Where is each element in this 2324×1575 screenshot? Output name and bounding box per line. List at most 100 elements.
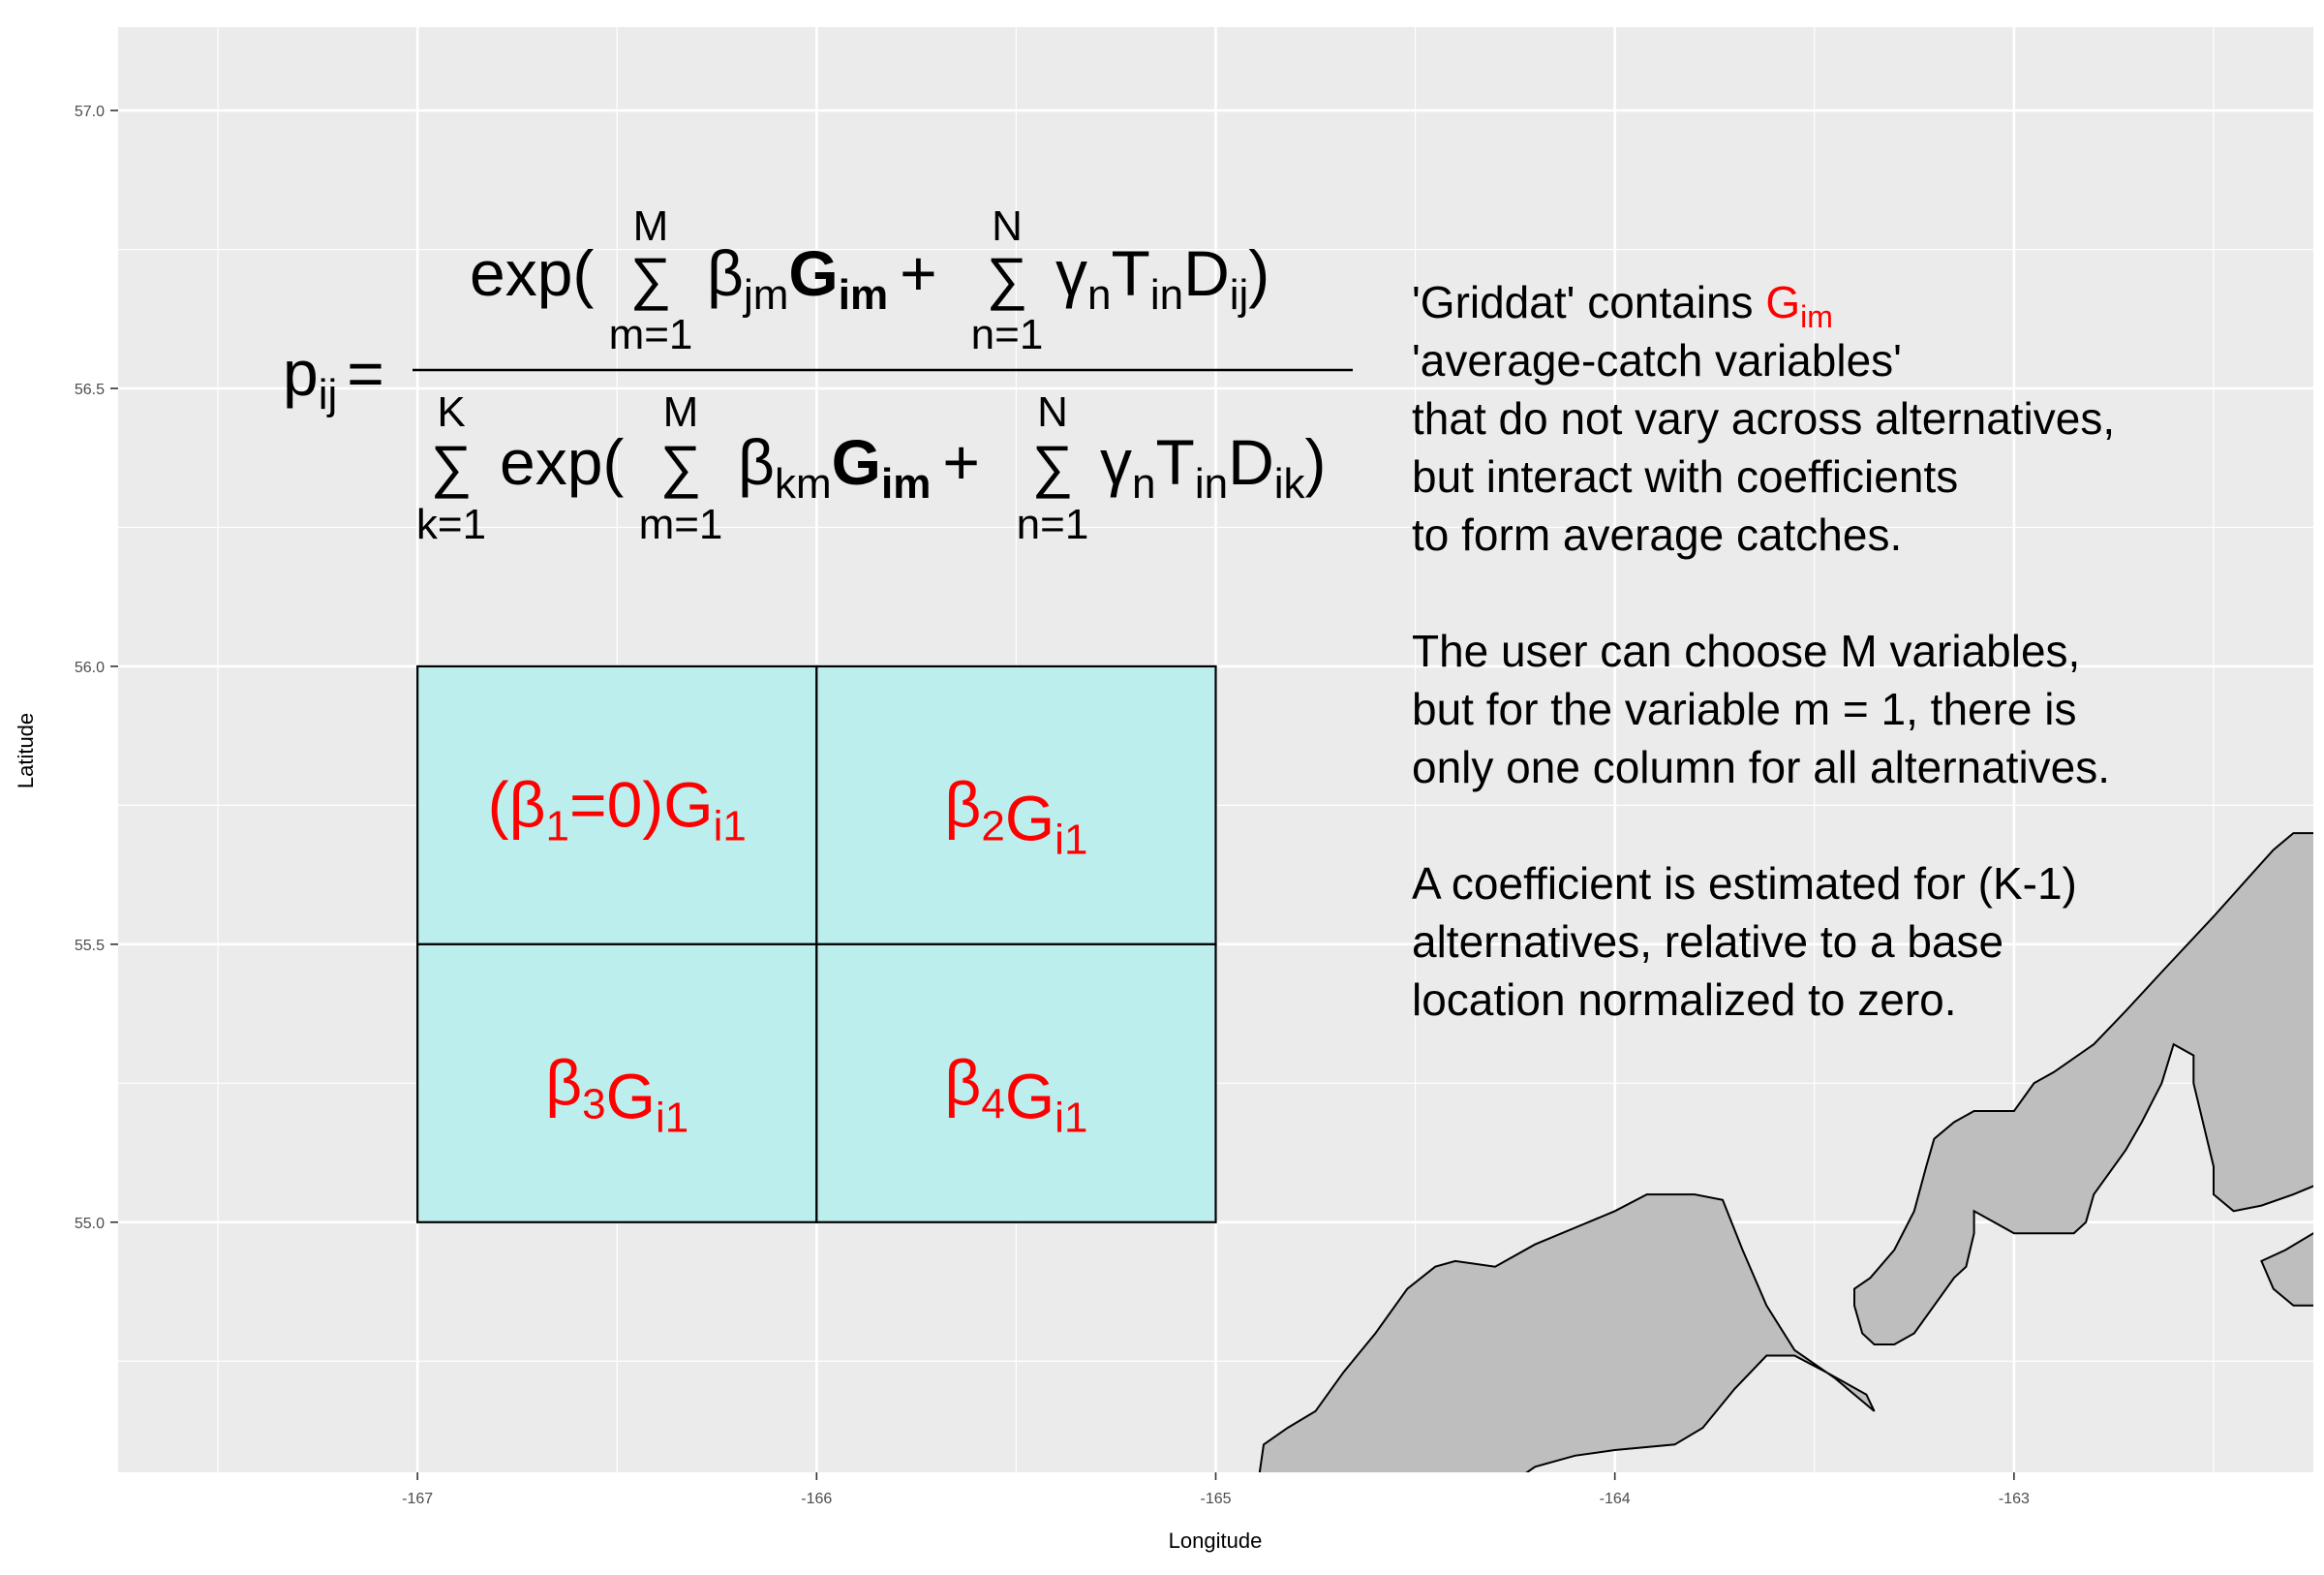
grid-cell-label-part: i1 — [714, 802, 747, 849]
num-G: G — [788, 237, 838, 309]
grid-cell-label-part: 2 — [981, 802, 1004, 849]
den-gamma-sub: n — [1132, 460, 1155, 508]
grid-cell-label-part: G — [606, 1060, 656, 1131]
note-line-9: A coefficient is estimated for (K-1) — [1412, 858, 2077, 909]
den-sumk-upper: K — [437, 388, 465, 436]
x-axis-title: Longitude — [1169, 1529, 1263, 1553]
den-sumn-upper: N — [1037, 388, 1068, 436]
num-sum1-sigma: ∑ — [630, 246, 672, 311]
probability-equation: pij = exp( M ∑ m=1 βjmGim + N ∑ n=1 γnTinD… — [283, 202, 1353, 548]
num-beta: β — [707, 237, 744, 309]
grid-cell — [815, 942, 1217, 1223]
den-close: ) — [1305, 426, 1327, 498]
grid-cell — [416, 942, 818, 1223]
num-sum2-upper: N — [992, 202, 1023, 250]
x-tick-label: -167 — [402, 1491, 433, 1507]
land-polygon — [1258, 1193, 1876, 1472]
svg-text:γnTinDij): γnTinDij) — [1055, 237, 1269, 319]
den-sumk-sigma: ∑ — [431, 434, 473, 499]
svg-text:pij=: pij = — [283, 337, 384, 418]
num-plus: + — [900, 237, 937, 309]
svg-text:βjmGim+: βjmGim + — [707, 237, 937, 319]
grid-cell-label-part: i1 — [1055, 816, 1087, 863]
den-sumk-lower: k=1 — [416, 501, 486, 548]
den-exp: exp( — [500, 426, 624, 498]
eq-lhs-p: p — [283, 337, 319, 409]
den-T: T — [1155, 426, 1194, 498]
num-G-sub: im — [839, 271, 888, 319]
svg-text:'Griddat' contains Gim: 'Griddat' contains Gim — [1412, 277, 1833, 334]
note-line-8: only one column for all alternatives. — [1412, 742, 2110, 792]
y-tick-label: 55.0 — [75, 1216, 105, 1232]
grid-cell-label-part: β — [944, 768, 981, 840]
grid-cell-label-part: G — [1005, 782, 1055, 853]
den-summ-sigma: ∑ — [660, 434, 702, 499]
den-beta: β — [738, 426, 775, 498]
annotation-text: 'Griddat' contains Gim 'average-catch va… — [1412, 277, 2115, 1025]
note-line1-sub: im — [1800, 299, 1833, 334]
den-D-sub: ik — [1274, 460, 1306, 508]
note-line-2: 'average-catch variables' — [1412, 335, 1902, 386]
grid-cell-label-part: β — [545, 1046, 582, 1118]
note-line-4: but interact with coefficients — [1412, 451, 1958, 502]
note-line1-prefix: 'Griddat' contains — [1412, 277, 1765, 327]
grid-cell-label-part: i1 — [1055, 1094, 1087, 1141]
note-line-3: that do not vary across alternatives, — [1412, 393, 2115, 444]
note-line-6: The user can choose M variables, — [1412, 626, 2080, 676]
num-D-sub: ij — [1230, 271, 1249, 319]
grid-cell — [416, 664, 818, 945]
grid-cell-label: β2Gi1 — [944, 768, 1087, 863]
den-beta-sub: km — [775, 460, 832, 508]
num-gamma: γ — [1055, 237, 1087, 309]
x-tick-label: -166 — [801, 1491, 832, 1507]
note-line-7: but for the variable m = 1, there is — [1412, 684, 2077, 734]
svg-text:βkmGim+: βkmGim + — [738, 426, 980, 508]
grid-cell-label: (β1=0)Gi1 — [488, 768, 747, 849]
land-polygon — [2260, 1232, 2313, 1307]
num-T-sub: in — [1150, 271, 1183, 319]
num-exp: exp( — [470, 237, 594, 309]
land-polygon — [1853, 832, 2313, 1345]
x-axis-ticks: -167 -166 -165 -164 -163 — [402, 1472, 2030, 1507]
note-line-10: alternatives, relative to a base — [1412, 916, 2003, 967]
num-close: ) — [1248, 237, 1269, 309]
num-sum2-sigma: ∑ — [987, 246, 1028, 311]
note-line-11: location normalized to zero. — [1412, 974, 1957, 1025]
grid-cell-label-part: G — [1005, 1060, 1055, 1131]
grid-cell-label-part: 1 — [546, 802, 569, 849]
den-plus: + — [942, 426, 980, 498]
y-tick-label: 55.5 — [75, 938, 105, 954]
den-G-sub: im — [881, 460, 931, 508]
x-tick-label: -164 — [1600, 1491, 1631, 1507]
den-gamma: γ — [1100, 426, 1132, 498]
y-axis-title: Latitude — [14, 713, 38, 788]
grid-cell-label-part: 3 — [582, 1080, 605, 1127]
den-summ-lower: m=1 — [639, 501, 723, 548]
svg-text:γnTinDik): γnTinDik) — [1100, 426, 1327, 508]
y-tick-label: 57.0 — [75, 104, 105, 120]
num-beta-sub: jm — [742, 271, 788, 319]
y-axis-ticks: 55.0 55.5 56.0 56.5 57.0 — [75, 104, 118, 1232]
grid-cell-label-part: G — [663, 768, 713, 840]
num-gamma-sub: n — [1087, 271, 1111, 319]
grid-cell-label-part: =0) — [569, 768, 663, 840]
x-tick-label: -165 — [1200, 1491, 1231, 1507]
eq-equals: = — [347, 337, 384, 409]
den-G: G — [832, 426, 881, 498]
grid-cell-label-part: 4 — [981, 1080, 1004, 1127]
x-tick-label: -163 — [1999, 1491, 2030, 1507]
den-sumn-sigma: ∑ — [1032, 434, 1074, 499]
y-tick-label: 56.0 — [75, 660, 105, 676]
den-D: D — [1228, 426, 1274, 498]
grid-cell-label-part: ( — [488, 768, 509, 840]
den-summ-upper: M — [663, 388, 699, 436]
num-T: T — [1111, 237, 1149, 309]
den-T-sub: in — [1195, 460, 1228, 508]
grid-cell-label-part: β — [944, 1046, 981, 1118]
num-sum2-lower: n=1 — [971, 311, 1044, 358]
grid-cell-label: β4Gi1 — [944, 1046, 1087, 1141]
note-line1-G: G — [1765, 277, 1800, 327]
note-line-5: to form average catches. — [1412, 510, 1902, 560]
